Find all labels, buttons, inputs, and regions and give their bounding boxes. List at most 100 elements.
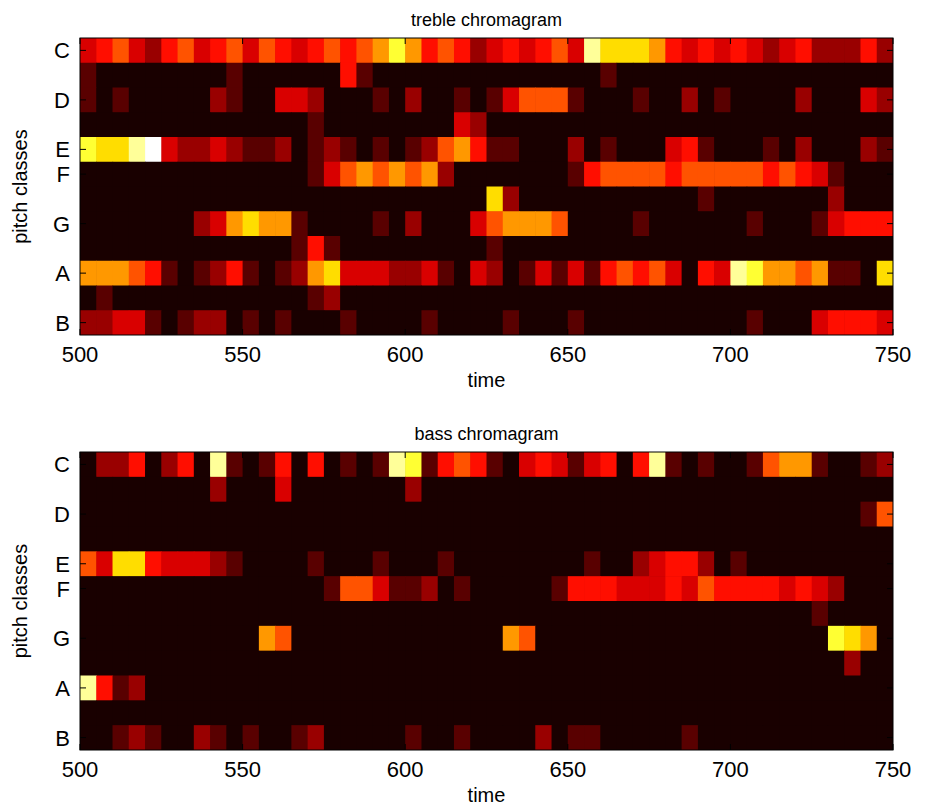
cell: [860, 38, 877, 63]
cell: [877, 576, 893, 601]
cell: [487, 236, 504, 261]
cell: [617, 551, 634, 576]
cell: [698, 137, 715, 162]
cell: [129, 38, 146, 63]
cell: [844, 700, 861, 725]
cell: [259, 187, 276, 212]
plot-background: [80, 452, 893, 750]
cell: [503, 626, 520, 651]
cell: [194, 187, 211, 212]
cell: [373, 502, 390, 527]
cell: [487, 187, 504, 212]
cell: [178, 452, 195, 477]
cell: [649, 187, 666, 212]
cell: [96, 310, 113, 335]
cell: [584, 286, 601, 311]
cell: [356, 187, 373, 212]
cell: [145, 527, 162, 552]
cell: [389, 63, 406, 88]
cell: [633, 601, 650, 626]
cell: [438, 502, 455, 527]
cell: [860, 211, 877, 236]
plot-frame: [80, 38, 893, 335]
cell: [161, 236, 178, 261]
cell: [194, 286, 211, 311]
cell: [519, 527, 536, 552]
cell: [844, 310, 861, 335]
cell: [80, 527, 97, 552]
x-tick: [242, 452, 243, 458]
cell: [779, 63, 796, 88]
cell: [421, 452, 438, 477]
cell: [503, 211, 520, 236]
cell: [96, 38, 113, 63]
cell: [844, 162, 861, 187]
cell: [421, 676, 438, 701]
cell: [226, 162, 243, 187]
cell: [519, 261, 536, 286]
cell: [438, 286, 455, 311]
cell: [145, 187, 162, 212]
cell: [226, 187, 243, 212]
cell: [470, 211, 487, 236]
cell: [161, 626, 178, 651]
cell: [145, 310, 162, 335]
cell: [552, 601, 569, 626]
cell: [860, 700, 877, 725]
cell: [438, 236, 455, 261]
cell: [210, 112, 227, 137]
cell: [779, 162, 796, 187]
cell: [324, 551, 341, 576]
cell: [812, 452, 829, 477]
y-tick-label: B: [55, 726, 70, 751]
cell: [552, 211, 569, 236]
cell: [145, 112, 162, 137]
cell: [812, 651, 829, 676]
cell: [552, 261, 569, 286]
cell: [356, 601, 373, 626]
cell: [470, 187, 487, 212]
cell: [210, 187, 227, 212]
cell: [682, 261, 699, 286]
cell: [470, 63, 487, 88]
cell: [113, 211, 130, 236]
cell: [812, 310, 829, 335]
cell: [698, 261, 715, 286]
cell: [291, 162, 308, 187]
cell: [96, 551, 113, 576]
cell: [552, 187, 569, 212]
cell: [487, 137, 504, 162]
cell: [129, 626, 146, 651]
y-tick: [887, 273, 893, 274]
cell: [519, 452, 536, 477]
cell: [324, 310, 341, 335]
cell: [324, 63, 341, 88]
cell: [243, 601, 260, 626]
cell: [844, 286, 861, 311]
cell: [682, 651, 699, 676]
cell: [698, 452, 715, 477]
cell: [552, 112, 569, 137]
cell: [487, 477, 504, 502]
cell: [438, 626, 455, 651]
cell: [226, 477, 243, 502]
cell: [405, 452, 422, 477]
cell: [682, 211, 699, 236]
cell: [714, 651, 731, 676]
cell: [535, 477, 552, 502]
cell: [405, 626, 422, 651]
cell: [470, 112, 487, 137]
cell: [308, 310, 325, 335]
cell: [682, 676, 699, 701]
cell: [552, 651, 569, 676]
cell: [779, 452, 796, 477]
cell: [682, 38, 699, 63]
cell: [243, 88, 260, 113]
cell: [552, 477, 569, 502]
cell: [405, 700, 422, 725]
cell: [747, 137, 764, 162]
cell: [243, 38, 260, 63]
cell: [161, 88, 178, 113]
cell: [844, 112, 861, 137]
cell: [633, 88, 650, 113]
